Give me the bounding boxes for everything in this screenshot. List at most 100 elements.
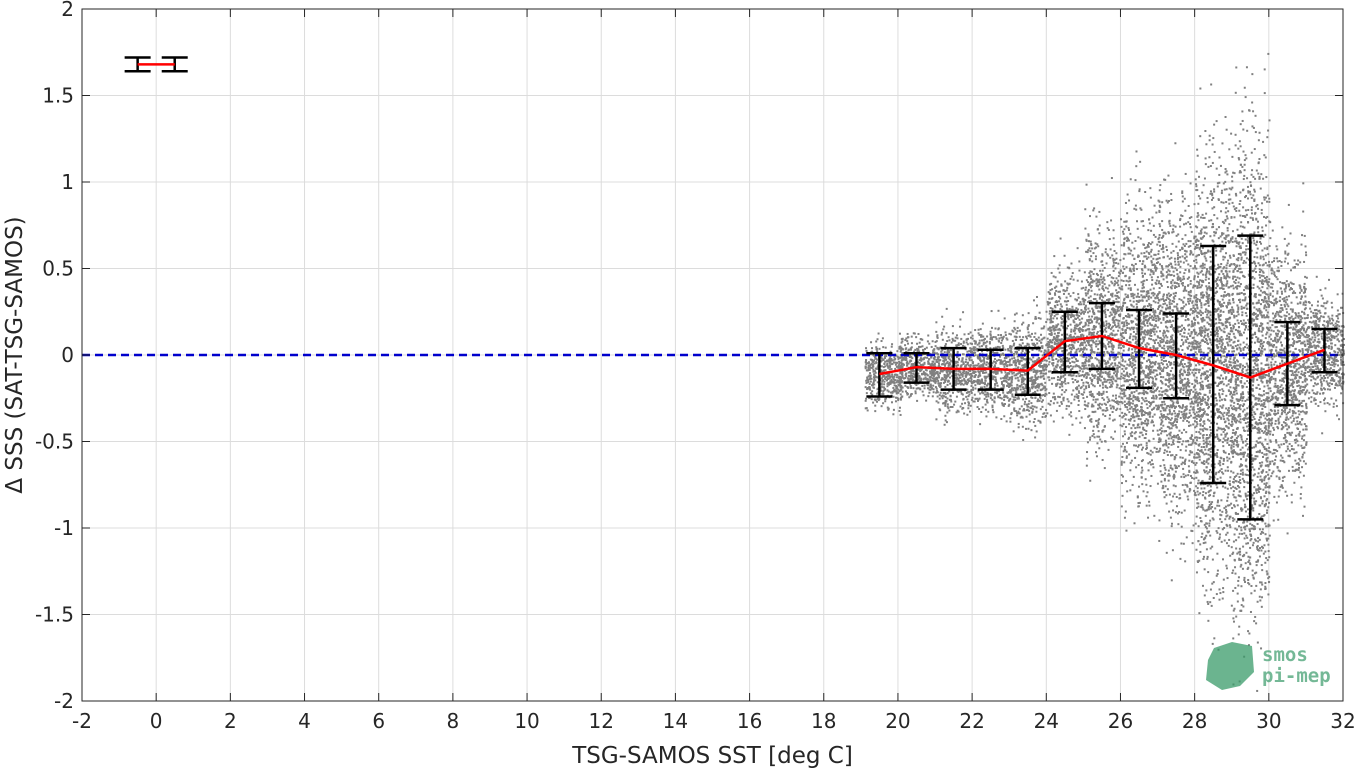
scatter-point <box>1060 364 1063 367</box>
scatter-point <box>1077 390 1080 393</box>
scatter-point <box>1048 343 1051 346</box>
scatter-point <box>968 355 971 358</box>
scatter-point <box>1126 373 1129 376</box>
scatter-point <box>932 360 935 363</box>
scatter-point <box>1095 340 1098 343</box>
scatter-point <box>1116 291 1119 294</box>
scatter-point <box>933 358 936 361</box>
scatter-point <box>1114 362 1117 365</box>
scatter-point <box>883 369 886 372</box>
scatter-point <box>937 348 940 351</box>
scatter-point <box>1093 313 1096 316</box>
scatter-point <box>1152 224 1155 227</box>
scatter-point <box>1024 392 1027 395</box>
scatter-point <box>1117 324 1120 327</box>
scatter-point <box>924 376 927 379</box>
scatter-point <box>1067 292 1070 295</box>
scatter-point <box>1059 365 1062 368</box>
scatter-point <box>1054 301 1057 304</box>
scatter-point <box>1021 425 1024 428</box>
scatter-point <box>931 363 934 366</box>
scatter-point <box>1040 350 1043 353</box>
scatter-point <box>1101 264 1104 267</box>
scatter-point <box>1085 348 1088 351</box>
scatter-point <box>1123 321 1126 324</box>
scatter-point <box>1041 399 1044 402</box>
scatter-point <box>1136 450 1139 453</box>
scatter-point <box>1140 460 1143 463</box>
scatter-point <box>1058 339 1061 342</box>
scatter-point <box>1145 446 1148 449</box>
scatter-point <box>1121 392 1124 395</box>
scatter-point <box>1143 279 1146 282</box>
scatter-point <box>1055 384 1058 387</box>
scatter-point <box>926 340 929 343</box>
scatter-point <box>946 349 949 352</box>
scatter-point <box>1155 450 1158 453</box>
scatter-point <box>1136 288 1139 291</box>
scatter-point <box>912 370 915 373</box>
scatter-point <box>1063 391 1066 394</box>
scatter-point <box>1128 402 1131 405</box>
scatter-point <box>1075 375 1078 378</box>
scatter-point <box>983 357 986 360</box>
scatter-point <box>1145 250 1148 253</box>
scatter-point <box>1157 307 1160 310</box>
scatter-point <box>1094 316 1097 319</box>
scatter-point <box>864 386 867 389</box>
scatter-point <box>1120 355 1123 358</box>
scatter-point <box>1118 272 1121 275</box>
scatter-point <box>1015 361 1018 364</box>
scatter-point <box>1097 372 1100 375</box>
scatter-point <box>1102 276 1105 279</box>
scatter-point <box>965 395 968 398</box>
scatter-point <box>989 330 992 333</box>
scatter-point <box>883 363 886 366</box>
scatter-point <box>1028 389 1031 392</box>
scatter-point <box>1048 360 1051 363</box>
scatter-point <box>997 396 1000 399</box>
scatter-point <box>1121 271 1124 274</box>
scatter-point <box>1104 384 1107 387</box>
scatter-point <box>1095 305 1098 308</box>
scatter-point <box>1090 405 1093 408</box>
scatter-point <box>1066 309 1069 312</box>
scatter-point <box>1115 325 1118 328</box>
scatter-point <box>1078 260 1081 263</box>
scatter-point <box>1150 250 1153 253</box>
scatter-point <box>983 393 986 396</box>
scatter-point <box>1008 358 1011 361</box>
scatter-point <box>1031 348 1034 351</box>
scatter-point <box>986 357 989 360</box>
scatter-point <box>1077 328 1080 331</box>
scatter-point <box>998 337 1001 340</box>
scatter-point <box>1125 279 1128 282</box>
scatter-point <box>945 400 948 403</box>
scatter-point <box>1128 276 1131 279</box>
scatter-point <box>1140 443 1143 446</box>
scatter-point <box>1082 397 1085 400</box>
scatter-point <box>1121 360 1124 363</box>
scatter-point <box>1039 361 1042 364</box>
scatter-point <box>1054 369 1057 372</box>
scatter-point <box>1130 249 1133 252</box>
scatter-point <box>1080 312 1083 315</box>
scatter-point <box>1090 321 1093 324</box>
scatter-point <box>1128 379 1131 382</box>
scatter-point <box>1059 297 1062 300</box>
scatter-point <box>1016 414 1019 417</box>
scatter-point <box>872 382 875 385</box>
scatter-point <box>1151 380 1154 383</box>
scatter-point <box>1080 379 1083 382</box>
scatter-point <box>936 336 939 339</box>
scatter-point <box>950 354 953 357</box>
scatter-point <box>1017 422 1020 425</box>
scatter-point <box>1085 294 1088 297</box>
scatter-point <box>1107 371 1110 374</box>
scatter-point <box>1097 310 1100 313</box>
scatter-point <box>1130 321 1133 324</box>
scatter-point <box>989 333 992 336</box>
scatter-point <box>1138 501 1141 504</box>
scatter-point <box>1140 290 1143 293</box>
scatter-point <box>1132 413 1135 416</box>
